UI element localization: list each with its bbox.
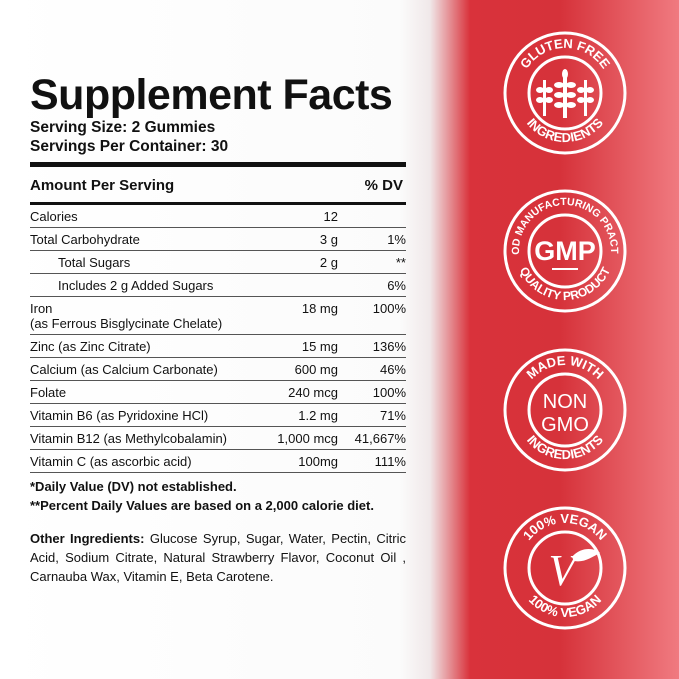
nutrient-name: Iron (as Ferrous Bisglycinate Chelate) [30, 301, 223, 331]
svg-text:100% VEGAN: 100% VEGAN [526, 592, 604, 620]
badge-center-text: GMO [541, 414, 589, 436]
table-row: Vitamin B12 (as Methylcobalamin) 1,000 mc… [30, 427, 406, 450]
nutrient-amount: 240 mcg [288, 385, 338, 400]
nutrient-dv: ** [395, 255, 406, 270]
nutrient-name: Calcium (as Calcium Carbonate) [30, 362, 218, 377]
nutrient-dv: 6% [387, 278, 406, 293]
nutrient-name: Vitamin B12 (as Methylcobalamin) [30, 431, 228, 446]
wheat-icon [536, 69, 594, 118]
footnote: **Percent Daily Values are based on a 2,… [30, 498, 374, 513]
leaf-icon [572, 549, 600, 562]
nutrient-amount [238, 278, 338, 293]
badge-bottom-text: 100% VEGAN [526, 592, 604, 620]
nutrient-name: Includes 2 g Added Sugars [58, 278, 214, 293]
other-ingredients: Other Ingredients: Glucose Syrup, Sugar,… [30, 529, 406, 586]
divider [30, 162, 406, 167]
nutrient-name: Vitamin B6 (as Pyridoxine HCl) [30, 408, 209, 423]
badge-top-text: GLUTEN FREE [517, 36, 613, 72]
table-row: Vitamin B6 (as Pyridoxine HCl) 1.2 mg 71% [30, 404, 406, 427]
table-row: Includes 2 g Added Sugars 6% [30, 274, 406, 297]
nutrient-name: Calories [30, 209, 78, 224]
nutrient-amount: 2 g [319, 255, 338, 270]
gluten-free-badge: GLUTEN FREE INGREDIENTS [503, 31, 627, 155]
nutrient-name: Total Sugars [58, 255, 131, 270]
nutrient-amount: 1.2 mg [298, 408, 338, 423]
nutrient-dv: 100% [372, 301, 406, 316]
servings-per-container: Servings Per Container: 30 [30, 138, 229, 155]
svg-text:QUALITY PRODUCT: QUALITY PRODUCT [517, 264, 614, 303]
gmp-badge: GOOD MANUFACTURING PRACTICE QUALITY PROD… [502, 188, 627, 313]
nutrient-name: Folate [30, 385, 67, 400]
nutrient-name: Total Carbohydrate [30, 232, 140, 247]
nutrient-dv: 71% [379, 408, 406, 423]
nutrient-dv: 100% [372, 385, 406, 400]
badge-center-text: V [549, 546, 581, 595]
nutrient-amount: 1,000 mcg [277, 431, 338, 446]
nutrient-amount: 12 [323, 209, 338, 224]
table-row: Calories 12 [30, 205, 406, 228]
divider [30, 202, 406, 205]
badge-bottom-text: QUALITY PRODUCT [517, 264, 614, 303]
table-row: Total Carbohydrate 3 g 1% [30, 228, 406, 251]
nutrient-amount: 18 mg [301, 301, 338, 316]
table-row: Zinc (as Zinc Citrate) 15 mg 136% [30, 335, 406, 358]
nutrient-amount: 100mg [298, 454, 338, 469]
other-ingredients-text: Glucose Syrup, Sugar, Water, Pectin, Cit… [30, 531, 406, 584]
nutrient-dv [338, 209, 406, 224]
serving-size: Serving Size: 2 Gummies [30, 119, 216, 136]
nutrient-name: Zinc (as Zinc Citrate) [30, 339, 151, 354]
table-row: Total Sugars 2 g ** [30, 251, 406, 274]
supplement-facts-panel: Supplement Facts Serving Size: 2 Gummies… [30, 72, 406, 586]
footnotes: *Daily Value (DV) not established. **Per… [30, 477, 406, 515]
page-title: Supplement Facts [30, 71, 393, 119]
dv-header: % DV [364, 177, 403, 194]
nutrient-dv: 136% [372, 339, 406, 354]
svg-text:GLUTEN FREE: GLUTEN FREE [517, 36, 613, 72]
nutrient-amount: 600 mg [294, 362, 338, 377]
table-row: Vitamin C (as ascorbic acid) 100mg 111% [30, 450, 406, 473]
table-row: Iron (as Ferrous Bisglycinate Chelate) 18 … [30, 297, 406, 335]
table-header: Amount Per Serving % DV [30, 167, 406, 202]
nutrient-amount: 15 mg [301, 339, 338, 354]
other-ingredients-label: Other Ingredients: [30, 531, 145, 546]
badge-center-text: NON [543, 391, 587, 413]
footnote: *Daily Value (DV) not established. [30, 479, 237, 494]
vegan-badge: 100% VEGAN 100% VEGAN V [503, 506, 627, 630]
table-row: Folate 240 mcg 100% [30, 381, 406, 404]
nutrient-dv: 111% [374, 454, 406, 469]
table-row: Calcium (as Calcium Carbonate) 600 mg 46% [30, 358, 406, 381]
non-gmo-badge: MADE WITH INGREDIENTS NON GMO [503, 348, 627, 472]
badge-center-text: GMP [534, 236, 596, 266]
nutrient-dv: 46% [379, 362, 406, 377]
facts-table: Calories 12 Total Carbohydrate 3 g 1% Total S… [30, 205, 406, 473]
amount-header: Amount Per Serving [30, 177, 175, 194]
nutrient-dv: 1% [387, 232, 406, 247]
nutrient-dv: 41,667% [354, 431, 406, 446]
nutrient-name: Vitamin C (as ascorbic acid) [30, 454, 192, 469]
nutrient-amount: 3 g [319, 232, 338, 247]
